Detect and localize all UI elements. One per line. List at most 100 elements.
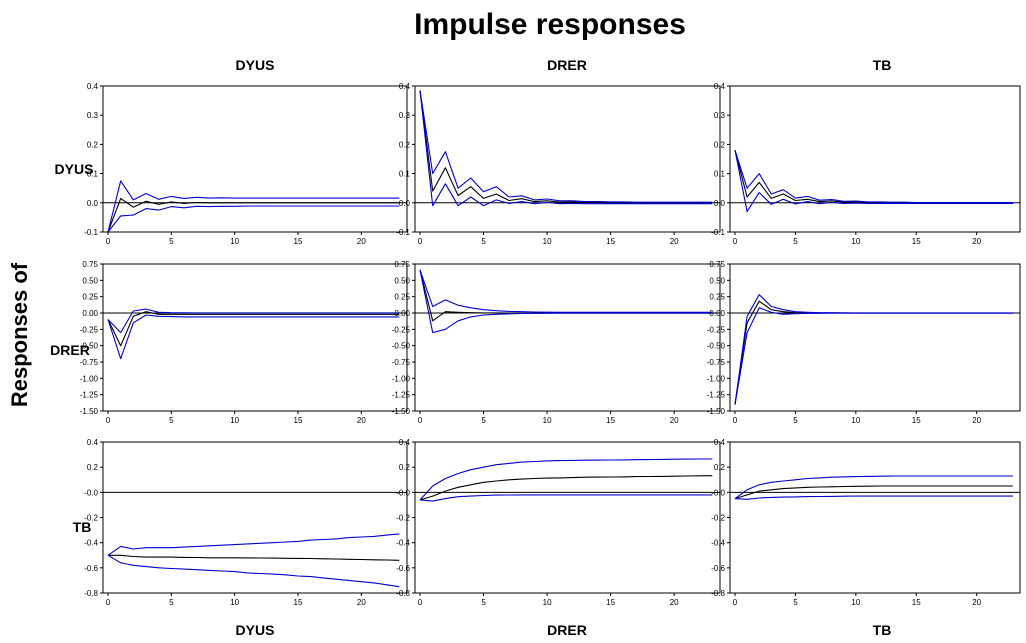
y-tick-label: -0.6 <box>396 564 410 573</box>
series-line-estimate <box>419 475 713 501</box>
y-tick-label: -0.75 <box>392 358 411 367</box>
panel-frame <box>729 85 1021 233</box>
y-tick-label: 0.4 <box>714 438 726 447</box>
series-line-lower <box>734 150 1013 213</box>
x-tick-label: 10 <box>230 416 239 425</box>
series-line-lower <box>419 90 713 207</box>
y-tick-label: 0.75 <box>82 260 98 269</box>
x-tick-label: 0 <box>418 598 423 607</box>
panel-drer-tb: -1.50 -1.25 -1.00 -0.75 -0.50 -0.25 0.00 0.25 0.… <box>707 260 1021 425</box>
y-tick-label: 0.2 <box>714 463 726 472</box>
y-tick-label: -0.0 <box>84 488 98 497</box>
row-label-dyus: DYUS <box>55 161 94 177</box>
series-line-lower <box>107 205 400 233</box>
y-tick-label: 0.50 <box>82 276 98 285</box>
y-tick-label: 0.2 <box>399 463 411 472</box>
panel-tb-drer: -0.8 -0.6 -0.4 -0.2 -0.0 0.2 0.4 0 5 10 15 20 <box>396 438 721 607</box>
panel-tb-dyus: -0.8 -0.6 -0.4 -0.2 -0.0 0.2 0.4 0 5 10 15 20 <box>84 438 408 607</box>
series-line-upper <box>419 90 713 203</box>
y-tick-label: -0.2 <box>84 514 98 523</box>
series-line-upper <box>107 180 400 233</box>
series-line-estimate <box>107 197 400 233</box>
panel-drer-dyus: -1.50 -1.25 -1.00 -0.75 -0.50 -0.25 0.00 0.25 0.… <box>80 260 408 425</box>
y-tick-label: -1.25 <box>80 391 99 400</box>
y-tick-label: -0.8 <box>84 589 98 598</box>
panel-frame <box>729 263 1021 412</box>
y-tick-label: 0.50 <box>394 276 410 285</box>
y-tick-label: 0.50 <box>709 276 725 285</box>
y-tick-label: -0.4 <box>84 539 98 548</box>
y-tick-label: 0.3 <box>87 111 99 120</box>
panel-frame <box>102 441 408 594</box>
y-tick-label: -0.8 <box>396 589 410 598</box>
x-tick-label: 0 <box>106 598 111 607</box>
y-tick-label: 0.25 <box>709 293 725 302</box>
series-line-upper <box>419 269 713 313</box>
panel-dyus-dyus: -0.1 0.0 0.1 0.2 0.3 0.4 0 5 10 15 20 <box>84 82 408 246</box>
y-tick-label: 0.2 <box>87 463 99 472</box>
series-line-estimate <box>107 311 400 347</box>
y-tick-label: -0.1 <box>84 228 98 237</box>
x-tick-label: 5 <box>481 237 486 246</box>
y-tick-label: 0.3 <box>714 111 726 120</box>
y-tick-label: 0.0 <box>399 199 411 208</box>
y-tick-label: -0.6 <box>84 564 98 573</box>
y-tick-label: 0.25 <box>394 293 410 302</box>
panel-frame <box>414 263 721 412</box>
x-tick-label: 5 <box>481 598 486 607</box>
x-tick-label: 15 <box>912 416 921 425</box>
y-tick-label: 0.2 <box>399 140 411 149</box>
y-tick-label: 0.00 <box>82 309 98 318</box>
y-tick-label: -0.0 <box>396 488 410 497</box>
x-tick-label: 10 <box>543 237 552 246</box>
x-tick-label: 15 <box>912 237 921 246</box>
y-tick-label: -0.8 <box>711 589 725 598</box>
x-tick-label: 5 <box>793 416 798 425</box>
series-line-lower <box>734 307 1013 405</box>
y-tick-label: -0.75 <box>707 358 726 367</box>
x-tick-label: 15 <box>294 237 303 246</box>
panel-frame <box>102 263 408 412</box>
panel-frame <box>102 85 408 233</box>
x-tick-label: 0 <box>106 237 111 246</box>
y-tick-label: 0.4 <box>87 82 99 91</box>
y-tick-label: 0.0 <box>87 199 99 208</box>
y-tick-label: 0.4 <box>714 82 726 91</box>
y-tick-label: -0.50 <box>707 342 726 351</box>
y-tick-label: 0.2 <box>714 140 726 149</box>
series-line-lower <box>107 314 400 360</box>
column-footer-drer: DRER <box>547 622 587 638</box>
series-line-estimate <box>419 90 713 204</box>
y-tick-label: -0.25 <box>707 325 726 334</box>
y-tick-label: 0.00 <box>394 309 410 318</box>
x-tick-label: 20 <box>670 598 679 607</box>
panel-drer-drer: -1.50 -1.25 -1.00 -0.75 -0.50 -0.25 0.00 0.25 0.… <box>392 260 721 425</box>
series-line-lower <box>734 495 1013 500</box>
x-tick-label: 20 <box>972 237 981 246</box>
series-line-lower <box>107 554 400 588</box>
x-tick-label: 10 <box>230 237 239 246</box>
y-tick-label: 0.4 <box>87 438 99 447</box>
x-tick-label: 5 <box>169 416 174 425</box>
panel-dyus-drer: -0.1 0.0 0.1 0.2 0.3 0.4 0 5 10 15 20 <box>396 82 721 246</box>
x-tick-label: 10 <box>851 416 860 425</box>
y-tick-label: 0.3 <box>399 111 411 120</box>
x-tick-label: 15 <box>294 598 303 607</box>
figure-title: Impulse responses <box>414 8 686 41</box>
y-tick-label: -0.4 <box>396 539 410 548</box>
series-line-estimate <box>108 554 400 561</box>
y-tick-label: -1.25 <box>392 391 411 400</box>
y-tick-label: 0.75 <box>709 260 725 269</box>
x-tick-label: 0 <box>733 237 738 246</box>
column-header-drer: DRER <box>547 57 587 73</box>
panel-tb-tb: -0.8 -0.6 -0.4 -0.2 -0.0 0.2 0.4 0 5 10 15 20 <box>711 438 1021 607</box>
x-tick-label: 15 <box>294 416 303 425</box>
y-tick-label: -0.1 <box>711 228 725 237</box>
y-tick-label: -0.2 <box>396 514 410 523</box>
panel-dyus-tb: -0.1 0.0 0.1 0.2 0.3 0.4 0 5 10 15 20 <box>711 82 1021 246</box>
series-line-upper <box>734 475 1013 500</box>
y-tick-label: 0.2 <box>87 140 99 149</box>
x-tick-label: 5 <box>481 416 486 425</box>
series-line-upper <box>107 308 400 334</box>
